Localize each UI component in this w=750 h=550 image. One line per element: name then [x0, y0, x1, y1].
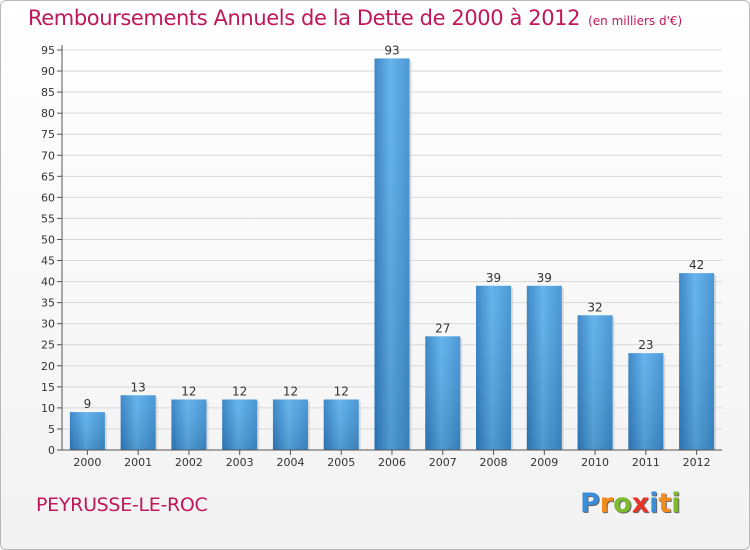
bar-shade	[120, 395, 156, 450]
bar-shade	[69, 412, 105, 450]
chart-title: Remboursements Annuels de la Dette de 20…	[28, 6, 682, 36]
y-tick-label: 35	[41, 297, 55, 310]
x-tick-label: 2006	[378, 456, 406, 469]
x-tick-label: 2001	[124, 456, 152, 469]
bar-shade	[171, 399, 207, 450]
bar-shade	[628, 353, 664, 450]
x-tick-label: 2002	[175, 456, 203, 469]
logo-letter: x	[631, 488, 650, 519]
bar-shade	[222, 399, 258, 450]
place-name: PEYRUSSE-LE-ROC	[36, 494, 208, 516]
x-tick-label: 2007	[429, 456, 457, 469]
y-tick-label: 5	[48, 423, 55, 436]
x-tick-label: 2000	[73, 456, 101, 469]
x-tick-label: 2009	[530, 456, 558, 469]
y-tick-label: 45	[41, 255, 55, 268]
logo-letter: i	[671, 488, 681, 519]
x-tick-label: 2005	[327, 456, 355, 469]
x-tick-label: 2003	[226, 456, 254, 469]
y-tick-label: 85	[41, 86, 55, 99]
y-tick-label: 90	[41, 65, 55, 78]
y-tick-label: 80	[41, 107, 55, 120]
bar-value-label: 9	[84, 397, 92, 411]
bar-shade	[374, 58, 410, 450]
bar-shade	[679, 273, 715, 450]
bar-shade	[425, 336, 461, 450]
y-tick-label: 10	[41, 402, 55, 415]
bar-shade	[526, 285, 562, 450]
y-tick-label: 25	[41, 339, 55, 352]
bar-value-label: 42	[689, 258, 704, 272]
y-tick-label: 60	[41, 191, 55, 204]
bar-value-label: 13	[131, 380, 146, 394]
logo-letter: o	[613, 488, 632, 519]
y-tick-label: 30	[41, 318, 55, 331]
x-tick-label: 2004	[276, 456, 304, 469]
y-tick-label: 70	[41, 149, 55, 162]
logo-letter: P	[580, 488, 600, 519]
chart-title-text: Remboursements Annuels de la Dette de 20…	[28, 6, 581, 30]
x-tick-label: 2008	[480, 456, 508, 469]
bar-value-label: 32	[587, 300, 602, 314]
x-tick-label: 2012	[683, 456, 711, 469]
x-tick-label: 2011	[632, 456, 660, 469]
bar-value-label: 12	[181, 384, 196, 398]
logo-letter: t	[658, 488, 672, 519]
y-tick-label: 20	[41, 360, 55, 373]
logo-letter: r	[599, 488, 614, 519]
logo-letter: i	[649, 488, 659, 519]
y-tick-label: 95	[41, 44, 55, 57]
proxiti-logo: Proxiti	[580, 488, 681, 519]
bar-value-label: 27	[435, 321, 450, 335]
y-tick-label: 55	[41, 212, 55, 225]
y-tick-label: 40	[41, 276, 55, 289]
bar-value-label: 39	[537, 271, 552, 285]
bar-shade	[577, 315, 613, 450]
x-tick-label: 2010	[581, 456, 609, 469]
bar-value-label: 23	[638, 338, 653, 352]
bar-shade	[476, 285, 512, 450]
bar-value-label: 93	[384, 43, 399, 57]
y-tick-label: 75	[41, 128, 55, 141]
bar-shade	[323, 399, 359, 450]
y-tick-label: 15	[41, 381, 55, 394]
bar-value-label: 12	[232, 384, 247, 398]
bar-value-label: 12	[334, 384, 349, 398]
y-tick-label: 0	[48, 444, 55, 457]
chart-subtitle: (en milliers d'€)	[588, 14, 683, 28]
bar-value-label: 39	[486, 271, 501, 285]
y-tick-label: 50	[41, 233, 55, 246]
bar-value-label: 12	[283, 384, 298, 398]
y-tick-label: 65	[41, 170, 55, 183]
bar-shade	[272, 399, 308, 450]
